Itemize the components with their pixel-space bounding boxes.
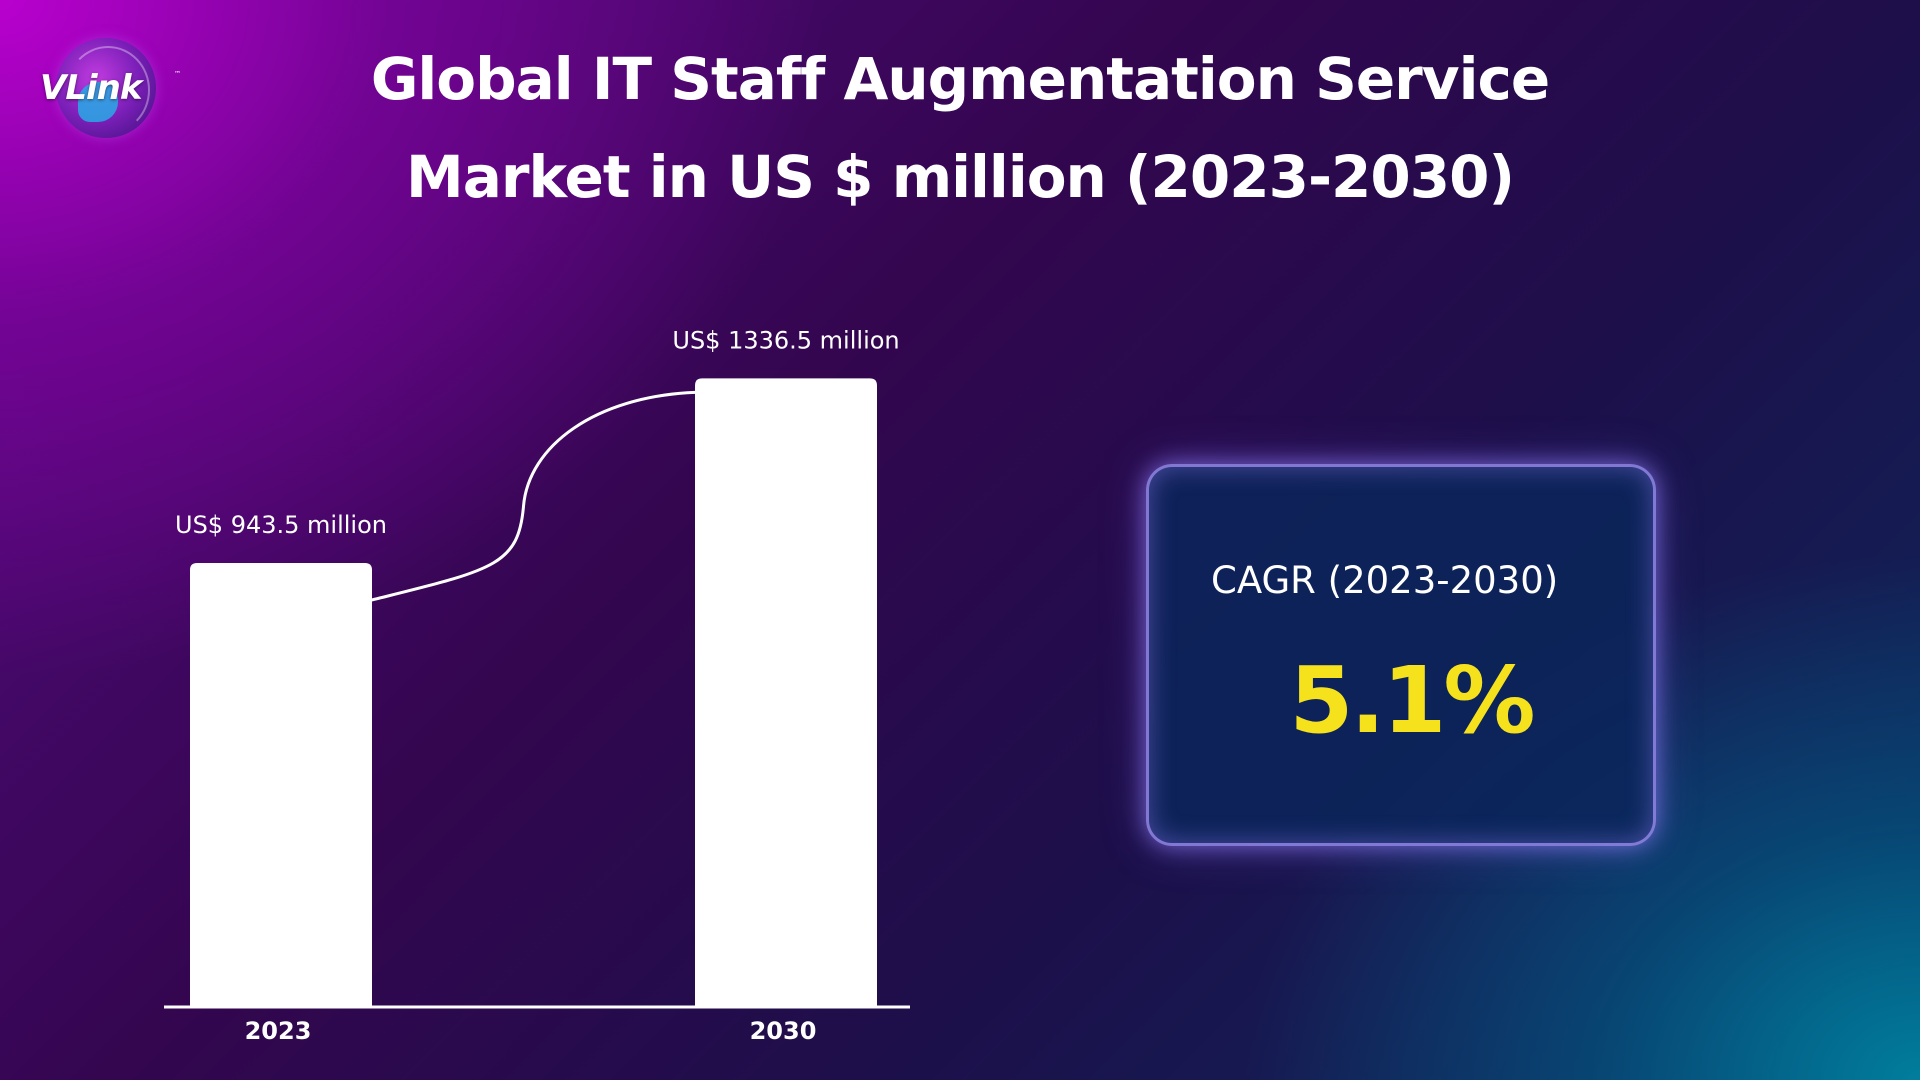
globe-icon — [56, 38, 156, 138]
bar-2023 — [190, 562, 372, 1006]
connector-curve — [370, 390, 697, 602]
data-label-2023: US$ 943.5 million — [175, 511, 387, 539]
page-title: Global IT Staff Augmentation Service Mar… — [300, 30, 1620, 226]
cagr-card: CAGR (2023-2030) 5.1% — [1146, 464, 1656, 846]
logo-trademark: ™ — [174, 70, 181, 78]
x-tick-label-2023: 2023 — [245, 1017, 312, 1045]
vlink-logo: VLink ™ — [38, 38, 188, 143]
title-line-2: Market in US $ million (2023-2030) — [406, 143, 1515, 211]
bar-2030 — [695, 378, 877, 1006]
logo-text: VLink — [40, 68, 142, 108]
cagr-value: 5.1% — [1289, 647, 1535, 754]
x-tick-label-2030: 2030 — [750, 1017, 817, 1045]
title-line-1: Global IT Staff Augmentation Service — [370, 45, 1550, 113]
cagr-label: CAGR (2023-2030) — [1211, 559, 1559, 602]
data-label-2030: US$ 1336.5 million — [672, 326, 899, 354]
